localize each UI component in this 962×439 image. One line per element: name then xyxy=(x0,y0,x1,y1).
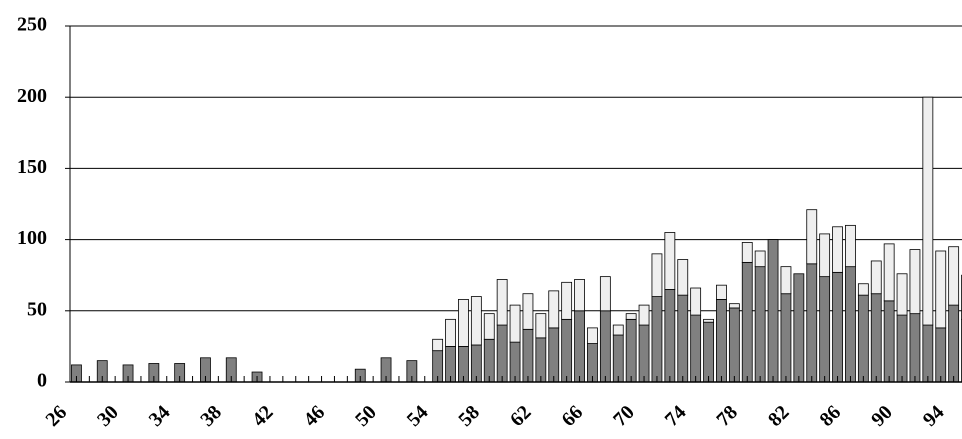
bar-segment xyxy=(574,310,585,383)
x-tick-label: 26 xyxy=(42,401,72,431)
x-tick-label: 90 xyxy=(867,401,897,431)
x-tick-label: 78 xyxy=(712,401,742,431)
bar-segment xyxy=(548,290,560,329)
x-tick-label: 74 xyxy=(661,401,691,431)
bar-segment xyxy=(703,318,714,323)
bar-segment xyxy=(677,294,689,383)
bar-segment xyxy=(922,324,934,383)
bar-segment xyxy=(780,293,792,383)
bar-segment xyxy=(561,281,573,320)
bar-segment xyxy=(793,273,805,383)
bar-segment xyxy=(522,328,534,383)
bar-segment xyxy=(535,313,547,339)
bar-segment xyxy=(806,263,818,383)
bar-segment xyxy=(599,276,611,312)
bar-segment xyxy=(870,293,882,383)
bar-segment xyxy=(935,250,947,329)
bar-segment xyxy=(432,338,444,352)
bar-segment xyxy=(948,246,960,306)
bar-segment xyxy=(612,334,624,383)
bar-segment xyxy=(754,250,766,268)
x-tick-label: 62 xyxy=(506,401,536,431)
bar-segment xyxy=(819,276,831,383)
bar-segment xyxy=(896,314,908,383)
bar-segment xyxy=(909,249,921,315)
bar-segment xyxy=(716,284,727,300)
bar-segment xyxy=(625,318,637,383)
bar-segment xyxy=(587,327,598,344)
bar-segment xyxy=(948,304,960,383)
x-tick-label: 34 xyxy=(145,401,175,431)
bar-segment xyxy=(664,289,676,383)
bar-segment xyxy=(599,310,611,383)
bar-segment xyxy=(754,266,766,383)
y-tick-label: 0 xyxy=(37,370,47,392)
bar-segment xyxy=(728,307,740,383)
bar-segment xyxy=(548,327,560,383)
x-tick-label: 94 xyxy=(919,401,949,431)
bar-segment xyxy=(883,243,895,302)
x-tick-label: 82 xyxy=(764,401,794,431)
x-tick-label: 42 xyxy=(248,401,278,431)
y-tick-label: 150 xyxy=(17,156,47,178)
bar-segment xyxy=(664,232,676,290)
bar-segment xyxy=(845,266,856,383)
x-tick-label: 46 xyxy=(300,401,330,431)
x-tick-label: 54 xyxy=(403,401,433,431)
y-tick-label: 50 xyxy=(27,298,47,320)
bar-segment xyxy=(625,313,637,320)
x-tick-label: 66 xyxy=(558,401,588,431)
bar-segment xyxy=(832,271,843,383)
x-tick-label: 38 xyxy=(196,401,226,431)
bar-segment xyxy=(767,239,779,383)
x-tick-label: 70 xyxy=(609,401,639,431)
bar-segment xyxy=(496,279,508,326)
bar-segment xyxy=(677,259,689,296)
bar-segment xyxy=(935,327,947,383)
bar-segment xyxy=(857,294,869,383)
bar-segment xyxy=(896,273,908,316)
bar-segment xyxy=(845,224,856,268)
bar-segment xyxy=(445,318,456,347)
bar-segment xyxy=(728,303,740,309)
x-tick-label: 86 xyxy=(816,401,846,431)
bar-segment xyxy=(535,337,547,383)
bar-segment xyxy=(832,226,843,273)
y-tick-label: 100 xyxy=(17,227,47,249)
bar-segment xyxy=(483,338,495,383)
y-tick-label: 250 xyxy=(17,14,47,36)
x-tick-label: 30 xyxy=(93,401,123,431)
bar-segment xyxy=(883,300,895,383)
bar-segment xyxy=(470,296,482,346)
bar-segment xyxy=(483,313,495,340)
bar-segment xyxy=(741,261,753,383)
bar-segment xyxy=(496,324,508,383)
bar-segment xyxy=(741,242,753,263)
bar-segment xyxy=(703,321,714,383)
bar-segment xyxy=(819,233,831,278)
bar-segment xyxy=(690,287,702,316)
bar-segment xyxy=(651,253,663,297)
bar-segment xyxy=(612,324,624,336)
y-tick-label: 200 xyxy=(17,85,47,107)
bar-segment xyxy=(780,266,792,295)
bar-segment xyxy=(806,209,818,265)
bar-segment xyxy=(509,304,521,343)
bar-segment xyxy=(716,299,727,383)
bar-segment xyxy=(561,318,573,383)
bar-segment xyxy=(522,293,534,330)
bar-segment xyxy=(870,260,882,295)
bar-segment xyxy=(651,296,663,383)
bar-segment xyxy=(638,304,650,326)
bar-segment xyxy=(458,299,469,347)
bar-segment xyxy=(909,313,921,383)
bar-segment xyxy=(574,279,585,312)
bar-segment xyxy=(922,96,934,326)
bar-segment xyxy=(857,283,869,296)
x-tick-label: 50 xyxy=(351,401,381,431)
bar-segment xyxy=(638,324,650,383)
x-tick-label: 58 xyxy=(454,401,484,431)
bar-segment xyxy=(690,314,702,383)
